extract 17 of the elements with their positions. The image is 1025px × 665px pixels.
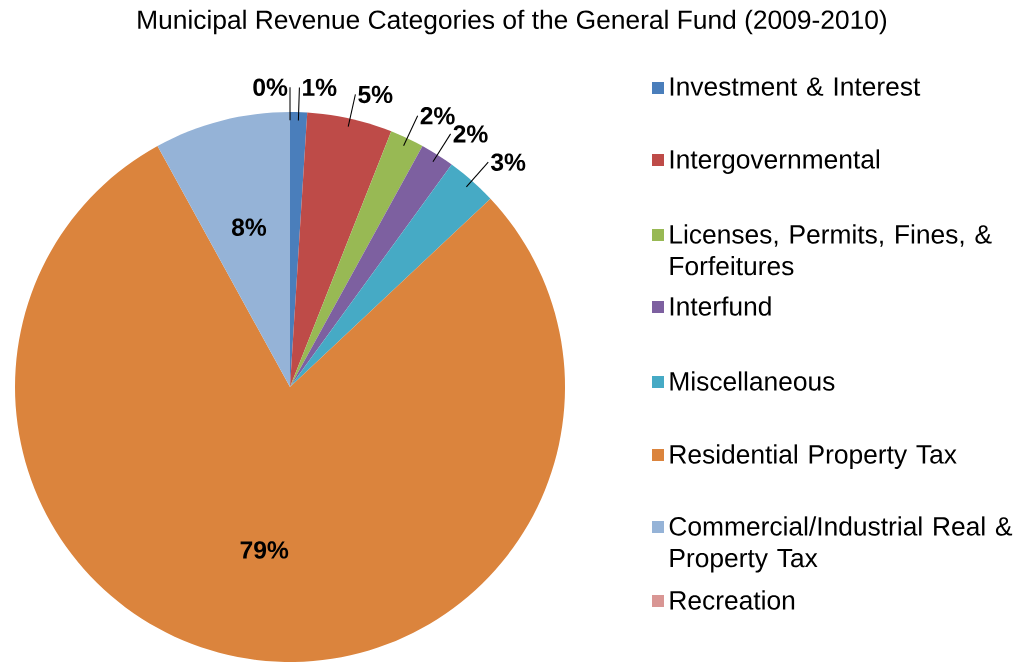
data-label: 79% (240, 541, 289, 559)
data-label: 2% (453, 125, 488, 143)
text: 0% (253, 78, 288, 96)
chart-title: Municipal Revenue Categories of the General Fund (2009-2010) (138, 9, 887, 35)
data-label: 1% (303, 78, 337, 97)
data-label: 5% (358, 85, 393, 104)
legend-label: Recreation (670, 590, 795, 610)
legend-label: Investment & Interest (670, 77, 921, 96)
legend-label: Commercial/Industrial Real & Property Tax (669, 516, 1013, 573)
data-label: 3% (490, 153, 526, 171)
legend-label: Interfund (670, 296, 771, 316)
data-label: 8% (231, 218, 267, 236)
data-label: 2% (420, 107, 455, 125)
legend-label: Residential Property Tax (670, 444, 957, 469)
legend-label: Intergovernmental (670, 149, 880, 174)
legend-label: Miscellaneous (670, 371, 835, 391)
legend-label: Licenses, Permits, Fines, & Forfeitures (670, 224, 992, 276)
